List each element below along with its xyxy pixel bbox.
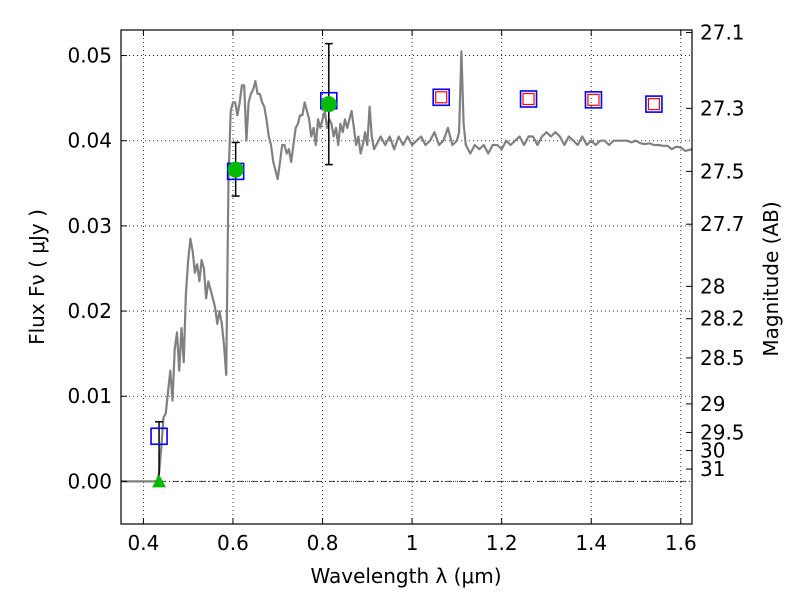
magnitude-tick-label: 29.5 (700, 420, 745, 444)
y-tick-label: 0.00 (67, 469, 112, 493)
model-square-marker (584, 91, 603, 109)
x-axis: 0.4 0.6 0.8 1 1.2 1.4 1.6 (127, 30, 697, 555)
y-tick-label: 0.04 (67, 129, 112, 153)
magnitude-tick-label: 27.7 (700, 212, 745, 236)
spectrum-line (121, 50, 692, 483)
x-tick-label: 1.4 (575, 531, 607, 555)
x-axis-label: Wavelength λ (μm) (310, 564, 501, 588)
green-triangle-marker (152, 474, 167, 488)
y-tick-label: 0.05 (67, 44, 112, 68)
photometry-square-marker (150, 427, 168, 446)
green-circle-marker (320, 96, 337, 113)
magnitude-tick-label: 29 (700, 392, 725, 416)
magnitude-tick-label: 27.3 (700, 96, 745, 120)
plot-frame (120, 29, 693, 525)
x-tick-label: 0.8 (307, 531, 339, 555)
magnitude-tick-label: 30 (700, 438, 725, 462)
x-tick-label: 1.2 (486, 531, 518, 555)
magnitude-tick-label: 28.2 (700, 307, 745, 331)
y-axis-left: 0.00 0.01 0.02 0.03 0.04 0.05 (67, 44, 127, 493)
y-tick-label: 0.01 (67, 384, 112, 408)
y-axis-label: Flux Fν ( μJy ) (25, 209, 49, 345)
model-square-marker (519, 90, 538, 108)
x-tick-label: 1 (406, 531, 419, 555)
magnitude-tick-label: 31 (700, 457, 725, 481)
data-markers (150, 88, 663, 488)
y-tick-label: 0.03 (67, 214, 112, 238)
plot-background (121, 30, 692, 524)
x-tick-label: 1.6 (665, 531, 697, 555)
green-circle-marker (227, 161, 244, 178)
model-square-marker (645, 95, 663, 113)
y-axis-right-label: Magnitude (AB) (759, 201, 783, 356)
y-tick-label: 0.02 (67, 299, 112, 323)
magnitude-tick-label: 27.5 (700, 159, 745, 183)
magnitude-tick-label: 28 (700, 274, 725, 298)
x-tick-label: 0.6 (217, 531, 249, 555)
magnitude-tick-label: 27.1 (700, 21, 745, 45)
magnitude-tick-label: 28.5 (700, 346, 745, 370)
model-square-marker (432, 88, 451, 107)
x-tick-label: 0.4 (127, 531, 159, 555)
